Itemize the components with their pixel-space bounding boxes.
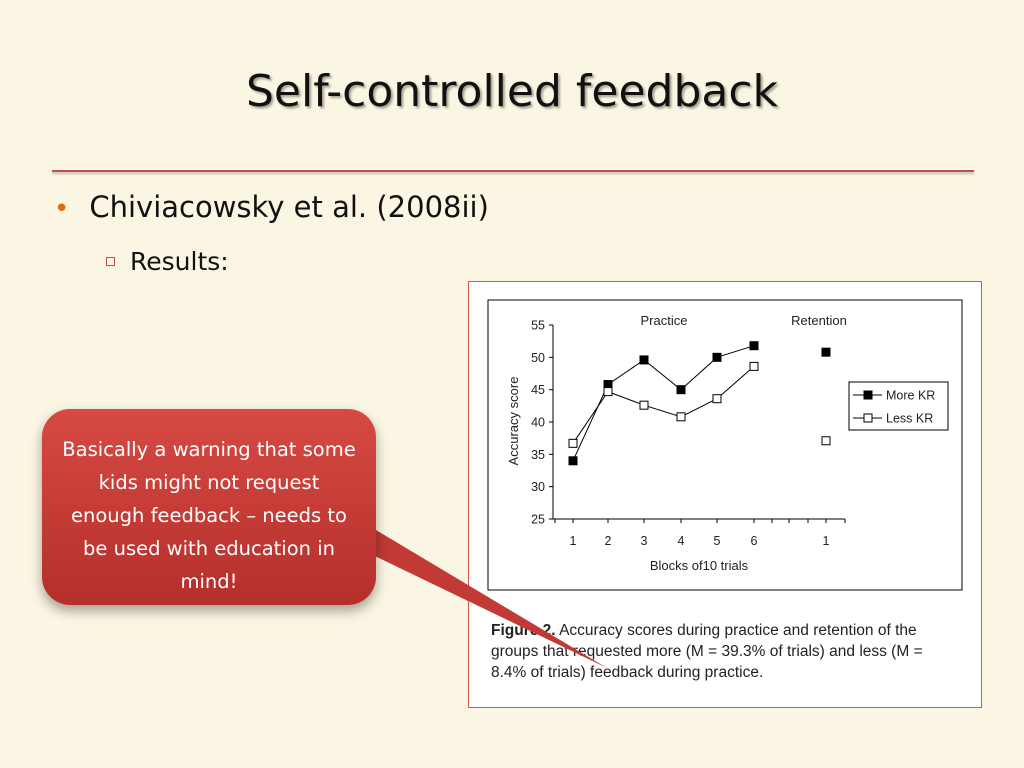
x-axis-title: Blocks of10 trials — [650, 558, 749, 573]
x-tick-label: 2 — [605, 534, 612, 548]
data-point — [749, 361, 759, 371]
callout-text: Basically a warning that some kids might… — [62, 438, 356, 593]
legend-marker — [863, 390, 873, 400]
y-tick-label: 45 — [531, 383, 545, 397]
figure-caption: Figure 2. Accuracy scores during practic… — [491, 620, 961, 683]
legend-marker — [863, 413, 873, 423]
chart-border — [487, 299, 963, 591]
legend-label: More KR — [886, 389, 935, 403]
x-tick-label: 1 — [570, 534, 577, 548]
y-tick-label: 30 — [531, 480, 545, 494]
bullet-item: • Chiviacowsky et al. (2008ii) — [54, 190, 489, 224]
data-point — [568, 438, 578, 448]
panel-label-practice: Practice — [641, 313, 688, 328]
caption-label: Figure 2. — [491, 622, 556, 639]
legend-label: Less KR — [886, 412, 933, 426]
y-tick-label: 55 — [531, 319, 545, 333]
sub-bullet-item: Results: — [106, 247, 229, 276]
slide-title: Self-controlled feedback — [245, 66, 779, 117]
y-tick-label: 35 — [531, 448, 545, 462]
x-tick-label: 6 — [751, 534, 758, 548]
data-point — [639, 400, 649, 410]
sub-bullet-text: Results: — [130, 247, 229, 276]
data-point — [676, 385, 686, 395]
panel-label-retention: Retention — [791, 313, 847, 328]
x-tick-label: 3 — [641, 534, 648, 548]
title-divider — [52, 170, 974, 172]
square-bullet-icon — [106, 256, 115, 266]
caption-text: Accuracy scores during practice and rete… — [491, 622, 923, 681]
y-tick-label: 50 — [531, 351, 545, 365]
series-line-more-kr — [572, 345, 755, 462]
y-axis-title: Accuracy score — [506, 377, 521, 466]
y-tick-label: 25 — [531, 513, 545, 527]
data-point — [712, 394, 722, 404]
data-point — [712, 352, 722, 362]
x-tick-label: 1 — [823, 534, 830, 548]
data-point — [639, 355, 649, 365]
data-point — [568, 456, 578, 466]
series-line-less-kr — [572, 366, 755, 444]
data-point — [676, 412, 686, 422]
bullet-dot-icon: • — [54, 194, 70, 224]
bullet-text: Chiviacowsky et al. (2008ii) — [89, 190, 489, 224]
data-point — [749, 341, 759, 351]
data-point-retention — [821, 436, 831, 446]
data-point — [603, 387, 613, 397]
callout-bubble: Basically a warning that some kids might… — [42, 409, 376, 605]
data-point-retention — [821, 347, 831, 357]
y-tick-label: 40 — [531, 416, 545, 430]
x-tick-label: 4 — [678, 534, 685, 548]
x-tick-label: 5 — [714, 534, 721, 548]
